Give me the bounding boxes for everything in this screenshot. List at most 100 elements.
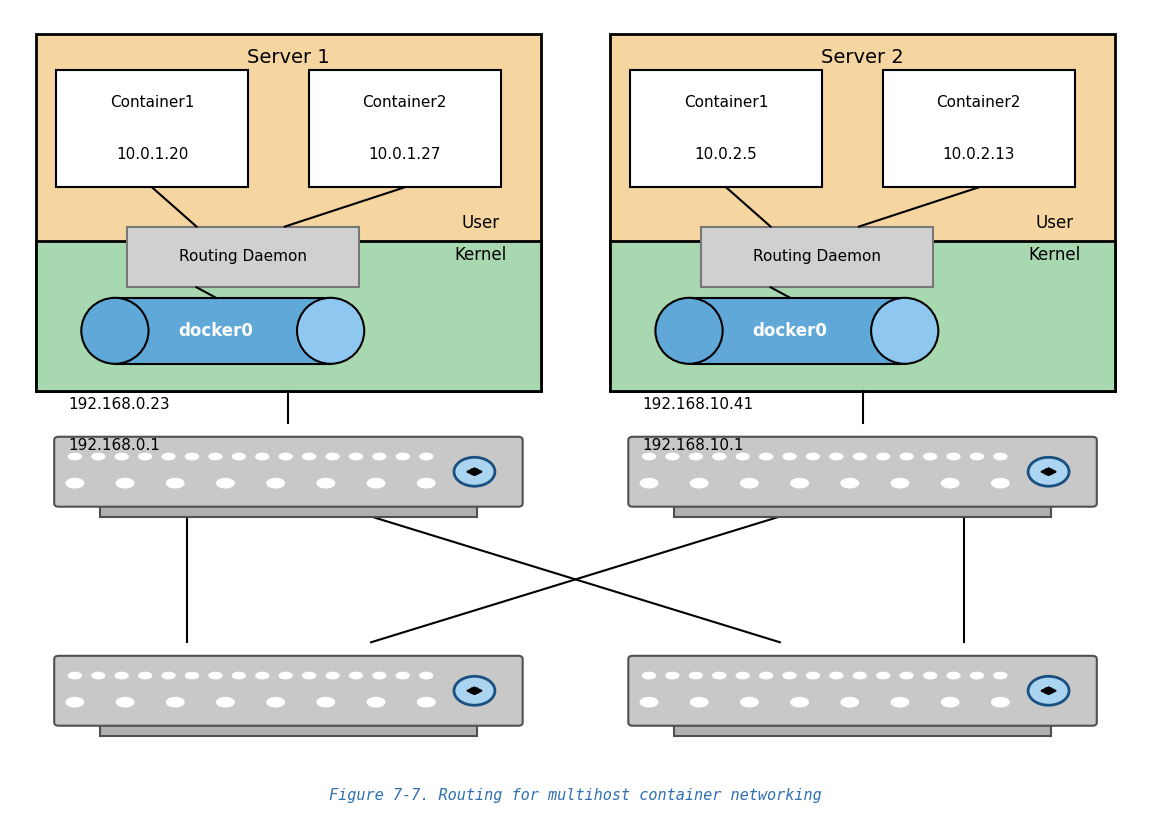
FancyBboxPatch shape bbox=[100, 503, 477, 517]
Ellipse shape bbox=[267, 479, 284, 488]
Ellipse shape bbox=[280, 453, 292, 460]
Ellipse shape bbox=[807, 453, 820, 460]
Ellipse shape bbox=[737, 672, 749, 679]
Ellipse shape bbox=[139, 672, 152, 679]
FancyBboxPatch shape bbox=[610, 241, 1115, 391]
FancyBboxPatch shape bbox=[628, 656, 1097, 726]
Ellipse shape bbox=[760, 672, 772, 679]
Ellipse shape bbox=[318, 698, 335, 707]
Ellipse shape bbox=[853, 672, 867, 679]
Ellipse shape bbox=[267, 698, 284, 707]
Ellipse shape bbox=[830, 453, 843, 460]
Ellipse shape bbox=[891, 698, 908, 707]
Text: Kernel: Kernel bbox=[455, 246, 506, 265]
Ellipse shape bbox=[947, 453, 960, 460]
Ellipse shape bbox=[853, 453, 867, 460]
Ellipse shape bbox=[326, 453, 338, 460]
Ellipse shape bbox=[891, 479, 908, 488]
Ellipse shape bbox=[712, 672, 725, 679]
Ellipse shape bbox=[877, 672, 890, 679]
Ellipse shape bbox=[740, 479, 759, 488]
FancyBboxPatch shape bbox=[689, 298, 905, 364]
Text: Container1: Container1 bbox=[109, 95, 195, 110]
Ellipse shape bbox=[185, 453, 198, 460]
Ellipse shape bbox=[783, 453, 796, 460]
Ellipse shape bbox=[420, 453, 433, 460]
Ellipse shape bbox=[92, 672, 105, 679]
Ellipse shape bbox=[970, 453, 983, 460]
Ellipse shape bbox=[992, 698, 1009, 707]
Ellipse shape bbox=[970, 672, 983, 679]
Ellipse shape bbox=[303, 672, 315, 679]
Ellipse shape bbox=[712, 453, 725, 460]
Text: 10.0.2.13: 10.0.2.13 bbox=[943, 147, 1015, 162]
Ellipse shape bbox=[877, 453, 890, 460]
Ellipse shape bbox=[791, 698, 808, 707]
FancyBboxPatch shape bbox=[54, 656, 523, 726]
FancyBboxPatch shape bbox=[54, 437, 523, 506]
Ellipse shape bbox=[167, 698, 184, 707]
Ellipse shape bbox=[82, 298, 148, 364]
Text: Container1: Container1 bbox=[684, 95, 769, 110]
Ellipse shape bbox=[418, 698, 435, 707]
Text: Routing Daemon: Routing Daemon bbox=[178, 249, 307, 265]
Ellipse shape bbox=[66, 698, 84, 707]
Text: 192.168.10.41: 192.168.10.41 bbox=[642, 397, 753, 412]
Text: Figure 7-7. Routing for multihost container networking: Figure 7-7. Routing for multihost contai… bbox=[329, 788, 822, 803]
Ellipse shape bbox=[783, 672, 796, 679]
Ellipse shape bbox=[318, 479, 335, 488]
Ellipse shape bbox=[942, 698, 959, 707]
Text: Server 1: Server 1 bbox=[247, 48, 330, 67]
FancyBboxPatch shape bbox=[36, 241, 541, 391]
Ellipse shape bbox=[139, 453, 152, 460]
Ellipse shape bbox=[367, 479, 384, 488]
Ellipse shape bbox=[689, 453, 702, 460]
Ellipse shape bbox=[162, 453, 175, 460]
FancyBboxPatch shape bbox=[115, 298, 330, 364]
Ellipse shape bbox=[350, 453, 363, 460]
FancyBboxPatch shape bbox=[308, 69, 501, 187]
Ellipse shape bbox=[791, 479, 808, 488]
Ellipse shape bbox=[642, 672, 655, 679]
Ellipse shape bbox=[92, 453, 105, 460]
Ellipse shape bbox=[642, 453, 655, 460]
Text: 10.0.2.5: 10.0.2.5 bbox=[695, 147, 757, 162]
Ellipse shape bbox=[420, 672, 433, 679]
FancyBboxPatch shape bbox=[127, 226, 359, 287]
Ellipse shape bbox=[418, 479, 435, 488]
Ellipse shape bbox=[666, 453, 679, 460]
Text: Routing Daemon: Routing Daemon bbox=[753, 249, 881, 265]
Ellipse shape bbox=[185, 672, 198, 679]
Text: Container2: Container2 bbox=[363, 95, 447, 110]
Text: 10.0.1.20: 10.0.1.20 bbox=[116, 147, 189, 162]
Text: User: User bbox=[462, 214, 500, 232]
Ellipse shape bbox=[807, 672, 820, 679]
Text: Container2: Container2 bbox=[937, 95, 1021, 110]
Ellipse shape bbox=[162, 672, 175, 679]
Ellipse shape bbox=[68, 453, 82, 460]
Ellipse shape bbox=[691, 479, 708, 488]
Ellipse shape bbox=[900, 453, 913, 460]
Ellipse shape bbox=[947, 672, 960, 679]
Ellipse shape bbox=[326, 672, 338, 679]
Ellipse shape bbox=[942, 479, 959, 488]
Ellipse shape bbox=[115, 453, 128, 460]
Circle shape bbox=[1028, 676, 1069, 705]
Ellipse shape bbox=[256, 672, 268, 679]
Text: 192.168.0.23: 192.168.0.23 bbox=[68, 397, 169, 412]
Ellipse shape bbox=[396, 453, 410, 460]
FancyBboxPatch shape bbox=[628, 437, 1097, 506]
Ellipse shape bbox=[373, 672, 386, 679]
FancyBboxPatch shape bbox=[100, 723, 477, 736]
Ellipse shape bbox=[655, 298, 723, 364]
FancyBboxPatch shape bbox=[883, 69, 1075, 187]
Ellipse shape bbox=[303, 453, 315, 460]
Text: User: User bbox=[1036, 214, 1074, 232]
Ellipse shape bbox=[740, 698, 759, 707]
Ellipse shape bbox=[994, 453, 1007, 460]
Ellipse shape bbox=[666, 672, 679, 679]
Ellipse shape bbox=[216, 698, 234, 707]
Ellipse shape bbox=[396, 672, 410, 679]
Ellipse shape bbox=[233, 453, 245, 460]
Ellipse shape bbox=[871, 298, 938, 364]
